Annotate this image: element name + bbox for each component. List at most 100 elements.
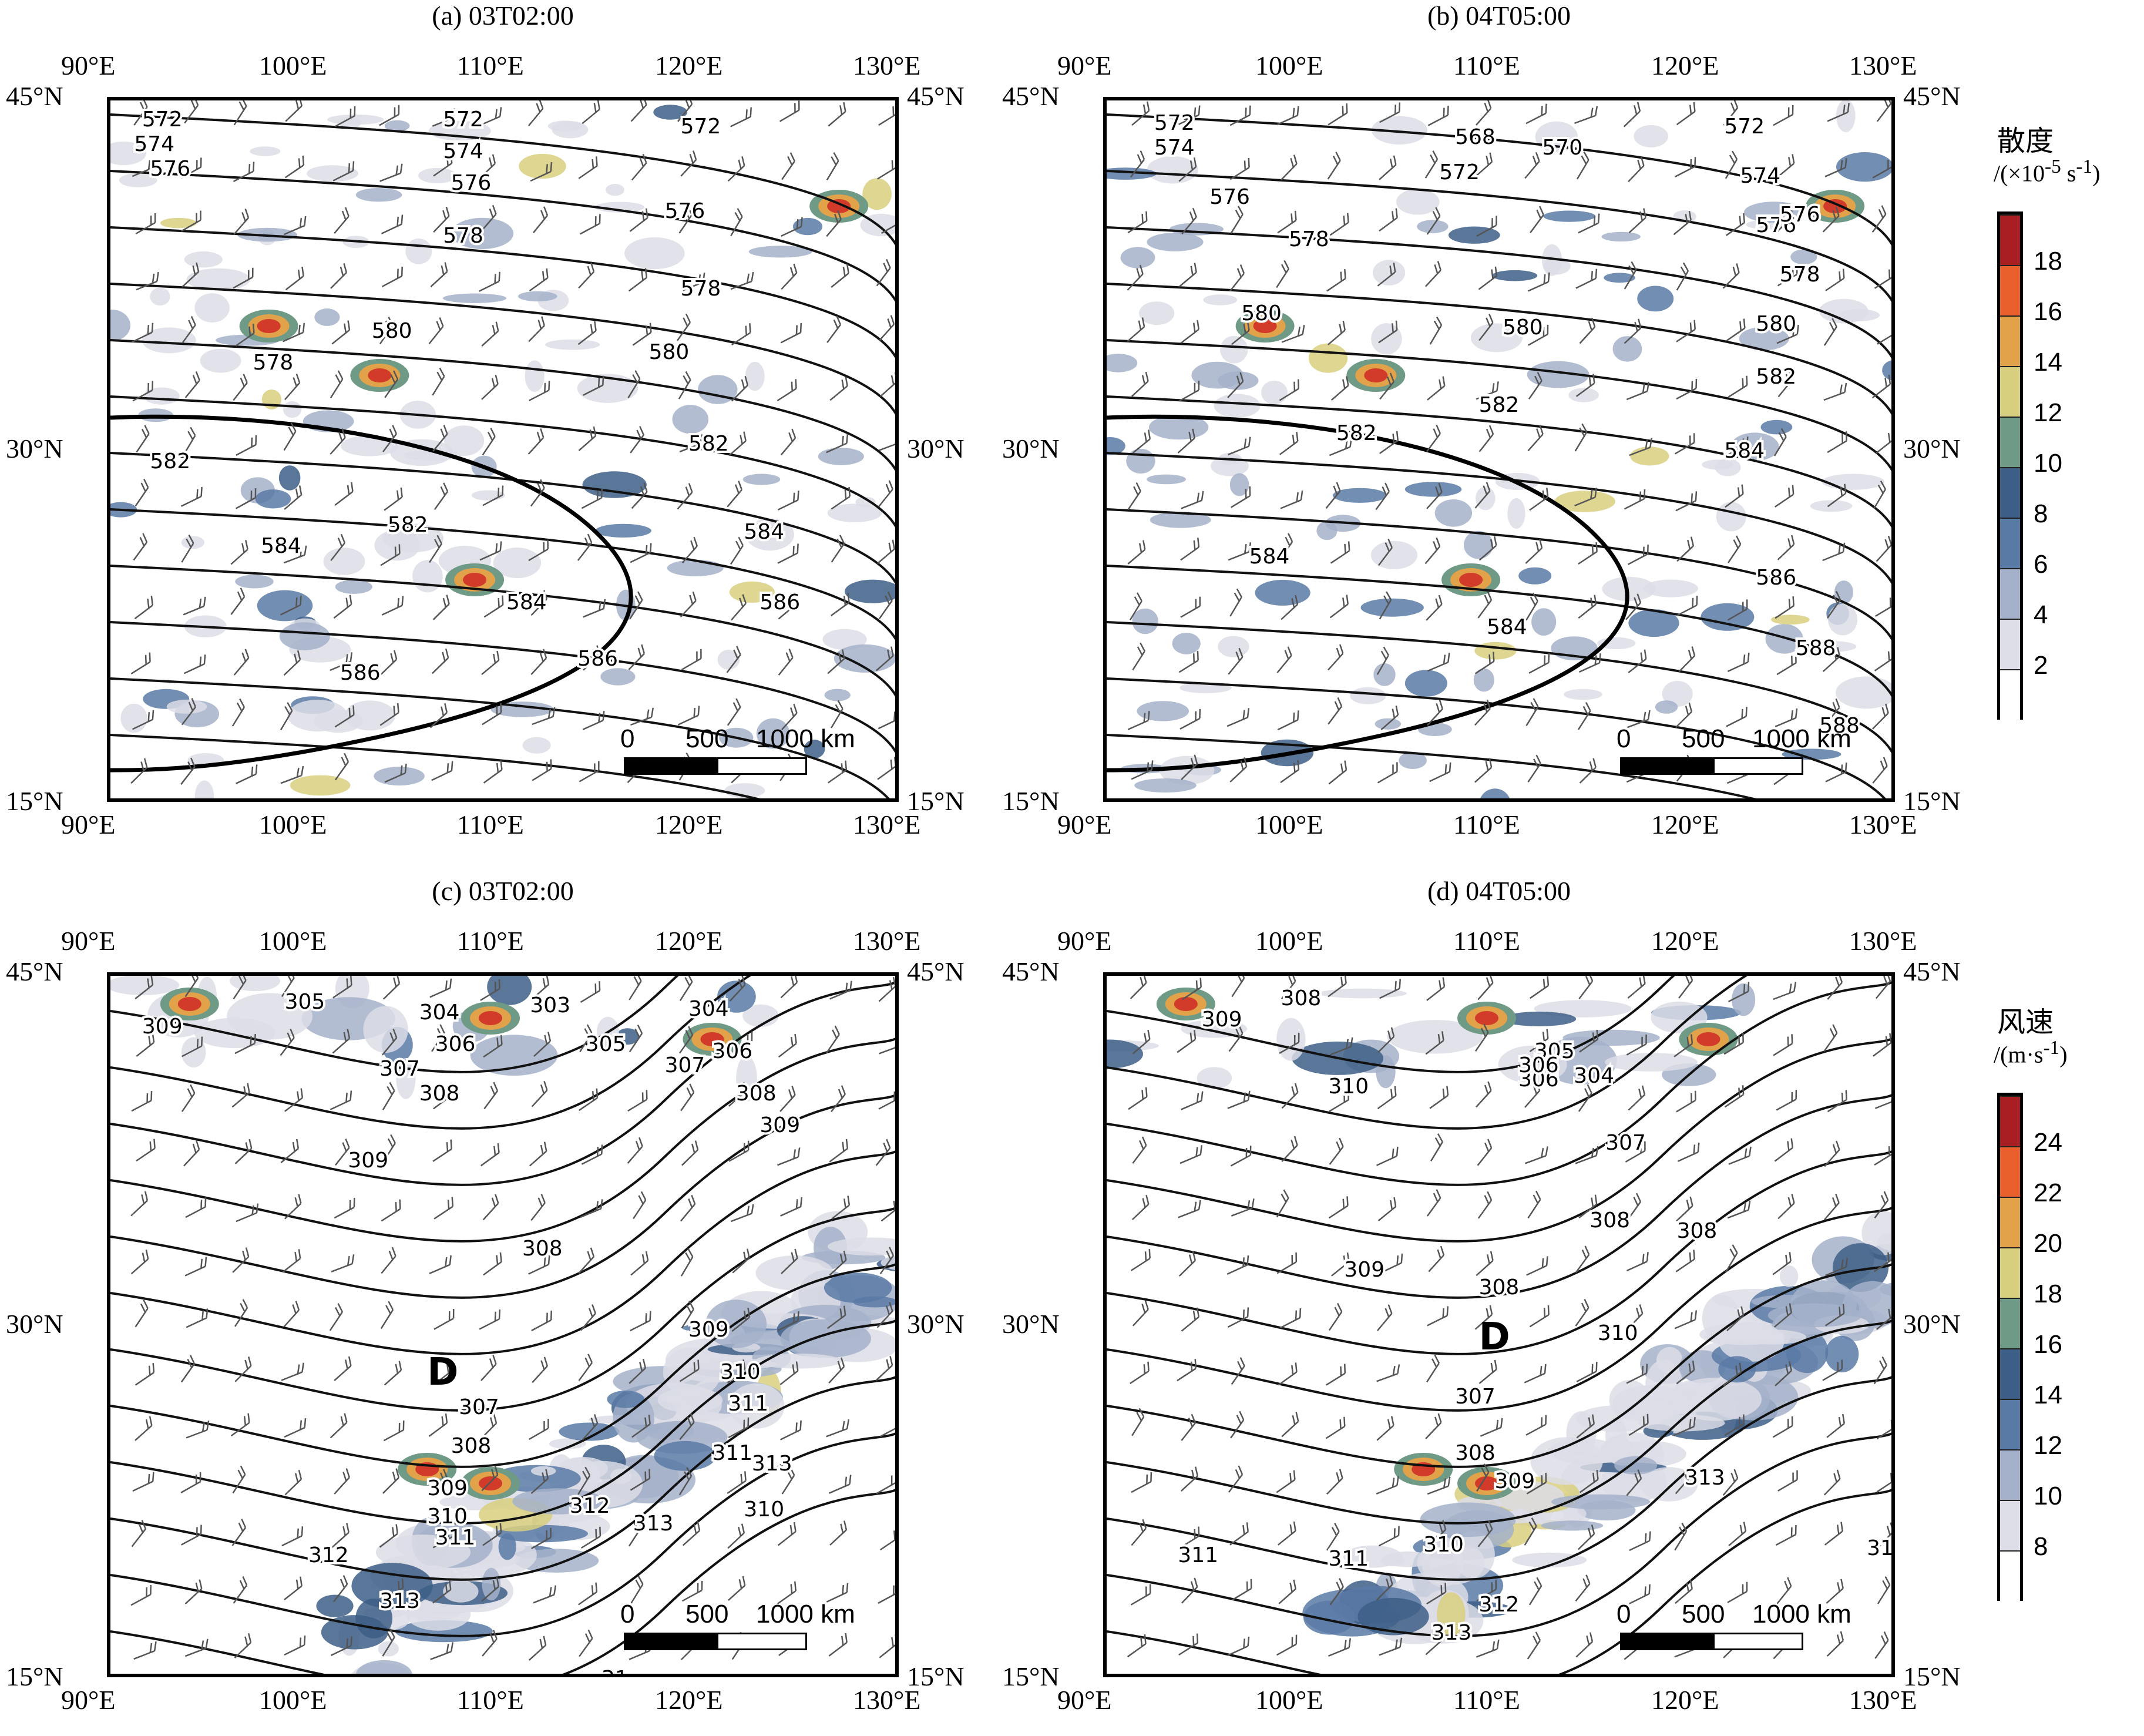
wind-barb bbox=[1876, 100, 1891, 122]
wind-barb bbox=[730, 208, 743, 237]
contour-label: 580 bbox=[1756, 312, 1796, 336]
wind-barb bbox=[728, 1576, 746, 1601]
shading-core bbox=[1364, 368, 1388, 382]
lon-tick-label: 100°E bbox=[1255, 51, 1323, 80]
wind-barb bbox=[878, 592, 893, 620]
wind-barb bbox=[781, 1466, 795, 1495]
shading-blob bbox=[1380, 1555, 1405, 1567]
scale-bar-end: 1000 km bbox=[1752, 1600, 1851, 1628]
wind-barb bbox=[578, 426, 597, 451]
shading-core bbox=[1475, 1011, 1499, 1025]
wind-barb bbox=[184, 371, 200, 398]
shading-blob bbox=[582, 471, 647, 498]
wind-barb bbox=[1776, 1577, 1792, 1604]
wind-barb bbox=[1430, 1133, 1443, 1161]
colorbar-tick-label: 24 bbox=[2034, 1128, 2062, 1157]
colorbar-tick-label: 18 bbox=[2034, 247, 2062, 276]
wind-barb bbox=[630, 1311, 651, 1332]
wind-barb bbox=[331, 1254, 355, 1272]
wind-barb bbox=[1876, 429, 1891, 454]
wind-barb bbox=[1428, 1245, 1445, 1272]
wind-barb bbox=[533, 206, 549, 233]
wind-barb bbox=[380, 544, 401, 566]
wind-barb bbox=[1673, 1034, 1693, 1057]
wind-barb bbox=[280, 1139, 300, 1163]
contour-label: 588 bbox=[1796, 636, 1836, 660]
wind-barb bbox=[432, 1469, 448, 1496]
wind-barb bbox=[876, 1302, 893, 1328]
contour-line bbox=[1107, 113, 1891, 246]
wind-barb bbox=[1426, 1354, 1440, 1382]
wind-barb bbox=[727, 1359, 746, 1384]
shading-blob bbox=[110, 976, 179, 995]
lat-tick-label: 30°N bbox=[6, 434, 63, 464]
wind-barb bbox=[1476, 100, 1492, 126]
wind-barb bbox=[334, 1197, 355, 1219]
scale-bar-black-segment bbox=[624, 757, 718, 775]
wind-barb bbox=[1728, 535, 1742, 563]
lon-tick-label: 120°E bbox=[655, 1685, 723, 1715]
wind-barb bbox=[729, 976, 746, 1002]
scale-bar-zero: 0 bbox=[620, 1600, 635, 1628]
wind-barb bbox=[285, 100, 303, 122]
contour-line bbox=[110, 226, 895, 359]
shading-blob bbox=[160, 217, 197, 229]
wind-barb bbox=[1577, 1525, 1595, 1550]
wind-barb bbox=[828, 1633, 848, 1657]
wind-barb bbox=[381, 596, 404, 616]
wind-barb bbox=[230, 1413, 250, 1437]
wind-barb bbox=[631, 153, 647, 181]
shading-blob bbox=[1498, 1045, 1567, 1084]
shading-blob bbox=[1437, 1592, 1466, 1637]
contour-label: 313 bbox=[752, 1452, 792, 1476]
shading-blob bbox=[255, 489, 291, 509]
wind-barb bbox=[831, 486, 851, 510]
shading-blob bbox=[1132, 608, 1158, 634]
wind-barb bbox=[1872, 704, 1889, 730]
contour-label: 308 bbox=[451, 1434, 492, 1458]
wind-barb bbox=[777, 1522, 797, 1546]
wind-barb bbox=[232, 1247, 250, 1273]
wind-barb bbox=[1527, 272, 1550, 292]
wind-barb bbox=[180, 486, 203, 507]
wind-barb bbox=[875, 646, 894, 671]
shading-blob bbox=[1833, 1243, 1888, 1292]
wind-barb bbox=[1772, 1416, 1793, 1438]
wind-barb bbox=[1578, 1084, 1592, 1112]
contour-label: 586 bbox=[577, 647, 618, 671]
wind-barb bbox=[135, 1416, 153, 1441]
wind-barb bbox=[1576, 1414, 1595, 1439]
wind-barb bbox=[285, 266, 304, 291]
shading-blob bbox=[1810, 500, 1853, 512]
shading-blob bbox=[383, 523, 443, 553]
wind-barb bbox=[482, 428, 496, 456]
wind-barb bbox=[1231, 976, 1245, 998]
wind-barb bbox=[236, 764, 258, 784]
wind-barb bbox=[1675, 702, 1693, 728]
shading-blob bbox=[824, 1272, 892, 1303]
shading-blob bbox=[729, 581, 775, 603]
contour-line bbox=[1107, 1150, 1891, 1355]
wind-barb bbox=[1476, 381, 1499, 400]
wind-barb bbox=[1127, 317, 1145, 343]
wind-barb bbox=[1524, 1081, 1541, 1108]
wind-barb bbox=[1722, 263, 1740, 289]
shading-blob bbox=[200, 348, 241, 373]
contour-line bbox=[1107, 508, 1891, 641]
wind-barb bbox=[879, 1416, 895, 1438]
wind-barb bbox=[1425, 1031, 1444, 1055]
wind-barb bbox=[1773, 982, 1797, 1000]
wind-barb bbox=[1181, 1091, 1204, 1110]
wind-barb bbox=[627, 1090, 648, 1112]
shading-blob bbox=[780, 1319, 871, 1358]
shading-blob bbox=[1255, 579, 1310, 606]
shading-blob bbox=[184, 251, 223, 268]
lon-tick-label: 120°E bbox=[1651, 810, 1719, 840]
shading-blob bbox=[624, 237, 685, 270]
wind-barb bbox=[1675, 1250, 1695, 1272]
contour-line bbox=[1107, 1376, 1891, 1581]
wind-barb bbox=[1228, 647, 1244, 675]
wind-barb bbox=[1426, 1189, 1441, 1217]
shading-blob bbox=[1825, 1335, 1859, 1373]
contour-line bbox=[110, 1319, 895, 1525]
